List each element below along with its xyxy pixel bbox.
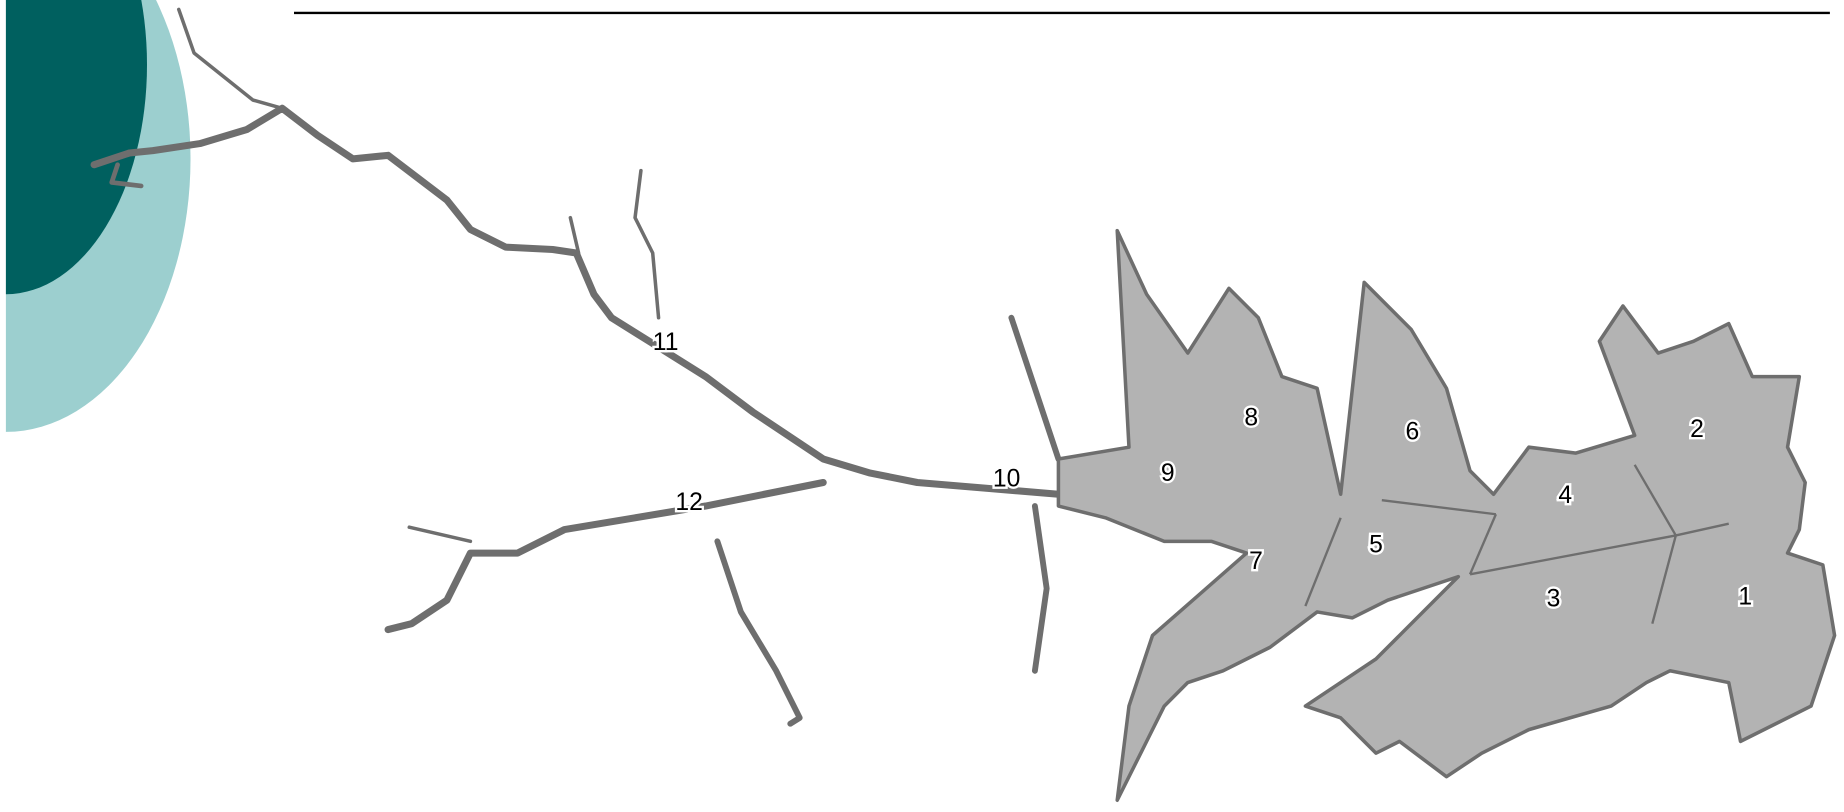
zone-label: 3 <box>1547 586 1561 613</box>
zone-label: 5 <box>1369 532 1383 559</box>
zone-label: 8 <box>1244 404 1258 431</box>
channel <box>633 168 661 320</box>
channel <box>568 215 581 255</box>
zone-label: 1 <box>1738 583 1752 610</box>
river-channels <box>90 7 1062 727</box>
zone-label: 7 <box>1249 548 1263 575</box>
channel <box>109 162 144 189</box>
zone-divider <box>1633 464 1677 537</box>
zone-divider <box>1468 513 1497 575</box>
zone-divider <box>1469 534 1677 576</box>
zone-label: 9 <box>1161 460 1175 487</box>
channel <box>714 538 803 727</box>
zone-divider <box>1381 498 1497 516</box>
zone-label: 6 <box>1406 419 1420 446</box>
reservoir-body <box>1056 228 1837 802</box>
zone-divider <box>1304 517 1342 607</box>
zone-label: 2 <box>1690 416 1704 443</box>
channel <box>407 525 473 544</box>
zone-label: 4 <box>1558 482 1572 509</box>
south-channel <box>384 478 827 634</box>
channel <box>1008 314 1062 462</box>
channel <box>176 7 285 111</box>
zone-divider <box>1675 522 1730 537</box>
channel <box>1031 503 1050 674</box>
left-margin <box>0 0 6 812</box>
zone-divider <box>1651 535 1677 625</box>
zone-label: 10 <box>993 466 1020 493</box>
zone-label: 12 <box>675 489 702 516</box>
zone-label: 11 <box>653 329 679 356</box>
main-channel <box>90 104 1062 498</box>
decor-dark-circle <box>0 0 147 295</box>
zone-dividers <box>1304 464 1730 625</box>
